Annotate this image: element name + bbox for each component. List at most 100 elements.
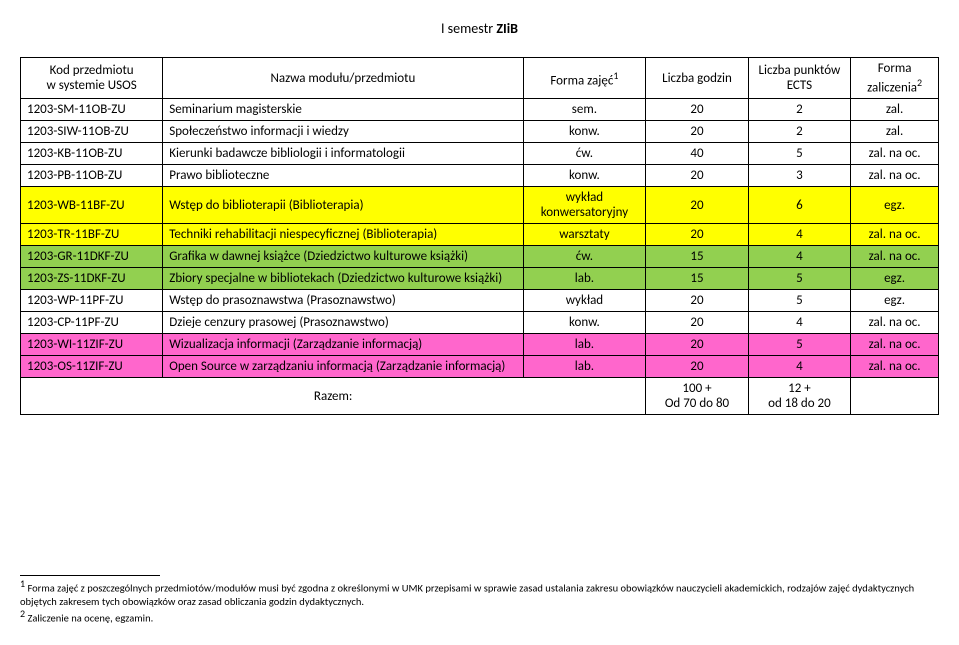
cell-grade: zal. na oc. — [851, 246, 939, 268]
cell-ects: 4 — [748, 356, 851, 378]
cell-name: Open Source w zarządzaniu informacją (Za… — [163, 356, 523, 378]
header-ects-l2: ECTS — [755, 78, 845, 93]
cell-form: wykład — [523, 290, 646, 312]
cell-hours: 15 — [646, 246, 748, 268]
footnotes: 1 Forma zajęć z poszczególnych przedmiot… — [20, 575, 939, 624]
cell-ects: 5 — [748, 290, 851, 312]
cell-code: 1203-WP-11PF-ZU — [21, 290, 163, 312]
total-ects-l2: od 18 do 20 — [755, 396, 845, 411]
title-bold: ZIiB — [496, 20, 518, 37]
cell-name: Prawo biblioteczne — [163, 165, 523, 187]
cell-code: 1203-GR-11DKF-ZU — [21, 246, 163, 268]
cell-name: Wizualizacja informacji (Zarządzanie inf… — [163, 334, 523, 356]
cell-ects: 5 — [748, 143, 851, 165]
header-ects-l1: Liczba punktów — [755, 63, 845, 78]
cell-ects: 2 — [748, 99, 851, 121]
cell-grade: zal. na oc. — [851, 224, 939, 246]
cell-code: 1203-SIW-11OB-ZU — [21, 121, 163, 143]
cell-code: 1203-CP-11PF-ZU — [21, 312, 163, 334]
cell-hours: 20 — [646, 290, 748, 312]
total-ects-l1: 12 + — [755, 381, 845, 396]
cell-code: 1203-WB-11BF-ZU — [21, 187, 163, 224]
header-code-l2: w systemie USOS — [27, 78, 156, 93]
cell-form: lab. — [523, 268, 646, 290]
cell-form: lab. — [523, 334, 646, 356]
cell-form: warsztaty — [523, 224, 646, 246]
cell-name: Grafika w dawnej książce (Dziedzictwo ku… — [163, 246, 523, 268]
cell-hours: 20 — [646, 187, 748, 224]
total-label: Razem: — [21, 378, 646, 415]
cell-ects: 3 — [748, 165, 851, 187]
total-hours-l2: Od 70 do 80 — [652, 396, 741, 411]
cell-form: konw. — [523, 165, 646, 187]
table-row: 1203-SM-11OB-ZUSeminarium magisterskiese… — [21, 99, 939, 121]
cell-ects: 5 — [748, 334, 851, 356]
table-row: 1203-WI-11ZIF-ZUWizualizacja informacji … — [21, 334, 939, 356]
cell-ects: 4 — [748, 312, 851, 334]
footnote-1-text: Forma zajęć z poszczególnych przedmiotów… — [20, 582, 914, 608]
cell-hours: 20 — [646, 121, 748, 143]
table-row-total: Razem:100 +Od 70 do 8012 +od 18 do 20 — [21, 378, 939, 415]
cell-grade: egz. — [851, 187, 939, 224]
cell-code: 1203-KB-11OB-ZU — [21, 143, 163, 165]
cell-name: Wstęp do biblioterapii (Biblioterapia) — [163, 187, 523, 224]
cell-grade: zal. — [851, 99, 939, 121]
curriculum-table: Kod przedmiotu w systemie USOS Nazwa mod… — [20, 57, 939, 415]
cell-ects: 5 — [748, 268, 851, 290]
cell-grade: zal. — [851, 121, 939, 143]
cell-form: konw. — [523, 121, 646, 143]
footnote-2: 2 Zaliczenie na ocenę, egzamin. — [20, 608, 939, 625]
table-row: 1203-WB-11BF-ZUWstęp do biblioterapii (B… — [21, 187, 939, 224]
table-row: 1203-GR-11DKF-ZUGrafika w dawnej książce… — [21, 246, 939, 268]
cell-grade: zal. na oc. — [851, 143, 939, 165]
cell-form: ćw. — [523, 143, 646, 165]
cell-hours: 15 — [646, 268, 748, 290]
cell-code: 1203-PB-11OB-ZU — [21, 165, 163, 187]
cell-code: 1203-SM-11OB-ZU — [21, 99, 163, 121]
cell-ects: 4 — [748, 246, 851, 268]
total-hours: 100 +Od 70 do 80 — [646, 378, 748, 415]
page-title: I semestr ZIiB — [20, 20, 939, 37]
cell-code: 1203-OS-11ZIF-ZU — [21, 356, 163, 378]
cell-form: lab. — [523, 356, 646, 378]
cell-ects: 2 — [748, 121, 851, 143]
table-row: 1203-WP-11PF-ZUWstęp do prasoznawstwa (P… — [21, 290, 939, 312]
cell-code: 1203-WI-11ZIF-ZU — [21, 334, 163, 356]
cell-hours: 20 — [646, 312, 748, 334]
cell-grade: egz. — [851, 290, 939, 312]
cell-name: Techniki rehabilitacji niespecyficznej (… — [163, 224, 523, 246]
cell-form: konw. — [523, 312, 646, 334]
cell-form: wykład konwersatoryjny — [523, 187, 646, 224]
header-grade: Forma zaliczenia2 — [851, 58, 939, 99]
total-grade — [851, 378, 939, 415]
cell-code: 1203-TR-11BF-ZU — [21, 224, 163, 246]
header-grade-sup: 2 — [917, 76, 922, 89]
table-row: 1203-PB-11OB-ZUPrawo bibliotecznekonw.20… — [21, 165, 939, 187]
cell-grade: zal. na oc. — [851, 334, 939, 356]
cell-hours: 20 — [646, 356, 748, 378]
cell-name: Seminarium magisterskie — [163, 99, 523, 121]
header-code: Kod przedmiotu w systemie USOS — [21, 58, 163, 99]
cell-form: ćw. — [523, 246, 646, 268]
table-row: 1203-CP-11PF-ZUDzieje cenzury prasowej (… — [21, 312, 939, 334]
header-grade-l1: Forma — [878, 61, 912, 76]
total-ects: 12 +od 18 do 20 — [748, 378, 851, 415]
cell-grade: egz. — [851, 268, 939, 290]
title-prefix: I semestr — [441, 20, 496, 37]
cell-hours: 20 — [646, 99, 748, 121]
cell-code: 1203-ZS-11DKF-ZU — [21, 268, 163, 290]
cell-name: Społeczeństwo informacji i wiedzy — [163, 121, 523, 143]
cell-hours: 20 — [646, 165, 748, 187]
cell-grade: zal. na oc. — [851, 312, 939, 334]
cell-grade: zal. na oc. — [851, 356, 939, 378]
cell-ects: 6 — [748, 187, 851, 224]
header-code-l1: Kod przedmiotu — [27, 63, 156, 78]
cell-hours: 40 — [646, 143, 748, 165]
table-row: 1203-OS-11ZIF-ZUOpen Source w zarządzani… — [21, 356, 939, 378]
table-row: 1203-KB-11OB-ZUKierunki badawcze bibliol… — [21, 143, 939, 165]
header-hours: Liczba godzin — [646, 58, 748, 99]
header-form: Forma zajęć1 — [523, 58, 646, 99]
header-name: Nazwa modułu/przedmiotu — [163, 58, 523, 99]
table-row: 1203-TR-11BF-ZUTechniki rehabilitacji ni… — [21, 224, 939, 246]
table-header-row: Kod przedmiotu w systemie USOS Nazwa mod… — [21, 58, 939, 99]
